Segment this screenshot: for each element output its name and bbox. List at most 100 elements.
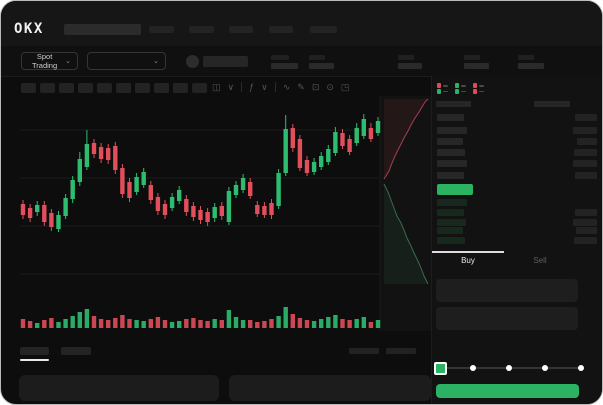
timeframe-button[interactable] [21,83,36,93]
toolbar-divider [241,82,243,92]
bid-row[interactable] [432,198,602,208]
volume-bar [368,322,374,328]
draw-tool-icon[interactable]: ✎ [297,82,305,92]
bid-price-placeholder [437,209,464,216]
bottom-tab[interactable] [20,347,49,355]
volume-bar [240,320,246,328]
timeframe-button[interactable] [97,83,112,93]
active-tab-underline [20,359,49,361]
pair-dropdown[interactable]: ⌄ [87,52,166,70]
timeframe-button[interactable] [154,83,169,93]
candle-body [77,159,82,182]
nav-item[interactable] [149,26,174,33]
ask-row[interactable] [432,171,602,181]
volume-bar [354,319,359,328]
candle-body [162,204,168,215]
icon-line [443,85,448,87]
chevron-down-icon[interactable]: ∨ [227,82,235,92]
amount-input[interactable] [436,307,578,330]
icon-lines [479,83,484,94]
candle-body [262,206,267,215]
bottom-tab[interactable] [61,347,91,355]
slider-stop-dot[interactable] [506,365,512,371]
depth-asks-line [383,98,429,180]
volume-bar [205,321,210,328]
buy-submit-button[interactable] [436,384,579,398]
icon-top-block [455,83,459,88]
tab-buy[interactable]: Buy [461,256,475,265]
volume-bar [262,321,267,328]
ask-amount-placeholder [573,127,597,134]
icon-color-column [437,83,441,94]
timeframe-button[interactable] [78,83,93,93]
stat-value-placeholder [518,63,544,69]
stat-label-placeholder [464,55,480,60]
ask-row[interactable] [432,137,602,147]
depth-bids-line [383,183,429,285]
bid-row[interactable] [432,208,602,218]
book-mode-bids-icon[interactable] [455,83,466,94]
ask-row[interactable] [432,113,602,123]
chevron-down-icon: ⌄ [65,58,71,65]
volume-bar [219,320,224,328]
search-input[interactable] [64,24,141,35]
bottom-control[interactable] [349,348,379,354]
nav-item[interactable] [229,26,253,33]
bid-row[interactable] [432,218,602,228]
indicators-icon[interactable]: ƒ [249,82,255,92]
ask-row[interactable] [432,159,602,169]
bid-row[interactable] [432,236,602,246]
fullscreen-icon[interactable]: ◳ [340,82,350,92]
bid-price-placeholder [437,237,465,244]
slider-stop-dot[interactable] [470,365,476,371]
candle-body [269,203,274,215]
nav-item[interactable] [189,26,214,33]
ask-row[interactable] [432,148,602,158]
amount-slider-handle[interactable] [434,362,447,375]
nav-item[interactable] [310,26,337,33]
timeframe-button[interactable] [173,83,188,93]
chevron-down-icon[interactable]: ∨ [261,82,268,92]
slider-stop-dot[interactable] [542,365,548,371]
market-type-dropdown[interactable]: Spot Trading ⌄ [21,52,78,70]
volume-bar [297,318,303,328]
settings-icon[interactable]: ⊙ [326,82,334,92]
volume-bar [177,321,182,328]
chevron-down-icon: ⌄ [153,58,159,65]
stat-group [518,46,548,76]
nav-item[interactable] [269,26,293,33]
candle-style-icon[interactable]: ◫ [212,82,221,92]
volume-bar [340,319,345,328]
book-mode-asks-icon[interactable] [473,83,484,94]
timeframe-button[interactable] [116,83,131,93]
candle-body [205,212,210,222]
timeframe-button[interactable] [192,83,207,93]
slider-stop-dot[interactable] [578,365,584,371]
orderbook-header-placeholder [436,101,471,107]
tab-sell[interactable]: Sell [533,256,547,265]
bottom-control[interactable] [386,348,416,354]
candlestick-chart[interactable] [1,96,431,336]
bid-amount-placeholder [576,227,597,234]
screenshot-icon[interactable]: ⊡ [311,82,320,92]
candle-body [84,144,90,167]
candle-body [56,215,61,229]
timeframe-button[interactable] [135,83,150,93]
volume-bar [326,317,331,328]
volume-bar [141,321,146,328]
line-tool-icon[interactable]: ∿ [282,82,291,92]
timeframe-button[interactable] [40,83,55,93]
candle-body [155,197,161,211]
volume-bar [98,319,104,328]
bid-row[interactable] [432,226,602,236]
timeframe-button[interactable] [59,83,74,93]
volume-bar [184,319,189,328]
candle-body [212,207,217,218]
book-mode-both-icon[interactable] [437,83,448,94]
bottom-card [19,375,219,401]
last-price-button[interactable] [437,184,473,195]
candle-body [255,205,260,214]
price-input[interactable] [436,279,578,302]
ask-row[interactable] [432,126,602,136]
candle-body [191,206,196,217]
